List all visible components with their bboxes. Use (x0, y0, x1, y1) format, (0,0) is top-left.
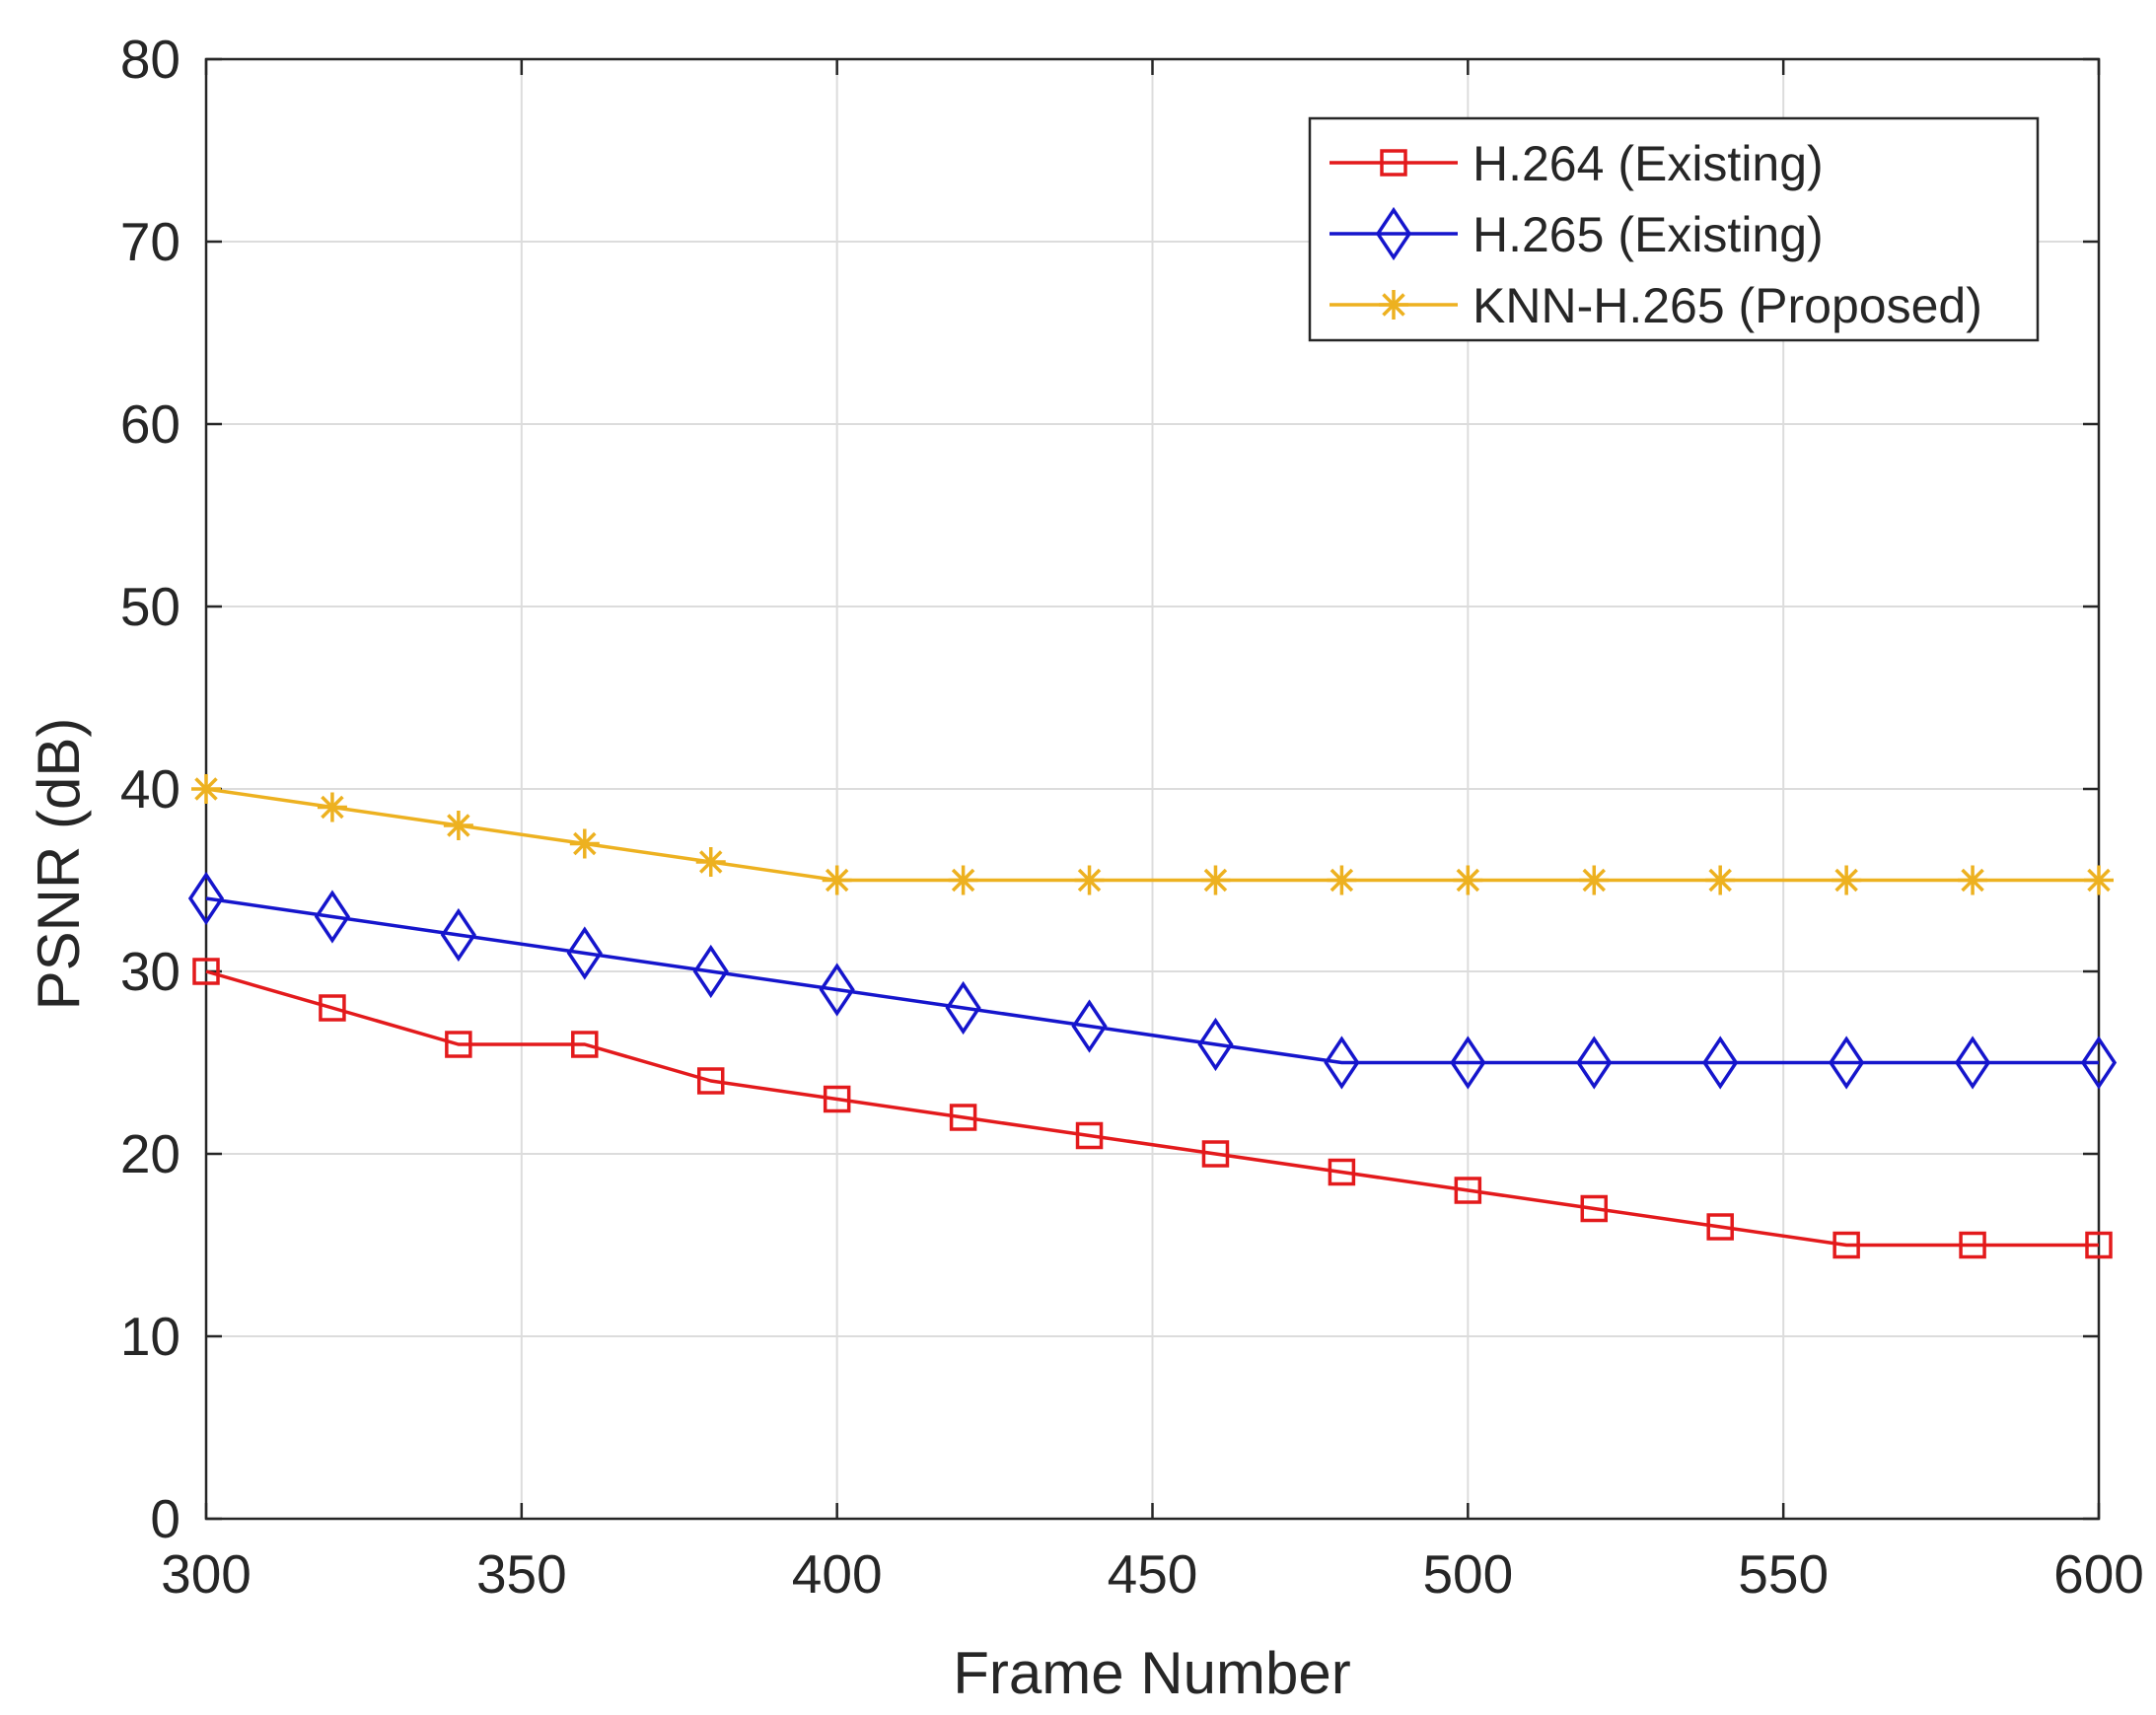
series-line (205, 787, 2099, 883)
y-tick-label: 40 (120, 758, 180, 820)
data-point-marker (819, 963, 855, 1017)
data-point-marker (1201, 1140, 1230, 1168)
data-point-marker (1829, 1036, 1865, 1090)
series-h-265-existing (187, 871, 2118, 1090)
legend-marker (1375, 206, 1412, 261)
data-point-marker (2085, 1231, 2113, 1259)
data-point-marker (1580, 1194, 1609, 1223)
data-point-marker (566, 926, 603, 980)
data-point-marker (1833, 1231, 1860, 1259)
data-point-marker (187, 871, 225, 926)
data-point-marker (692, 944, 729, 999)
data-point-marker (2080, 1036, 2118, 1090)
data-point-marker (1324, 1036, 1360, 1090)
data-point-marker (1328, 1158, 1356, 1186)
data-point-marker (695, 847, 726, 877)
legend-item: H.264 (Existing) (1330, 136, 1824, 191)
data-point-marker (314, 890, 351, 944)
data-point-marker (949, 1104, 977, 1131)
data-point-marker (696, 1067, 725, 1095)
data-point-marker (1453, 865, 1483, 895)
data-point-marker (1954, 1036, 1991, 1090)
x-tick-label: 400 (792, 1543, 883, 1605)
legend-item: KNN-H.265 (Proposed) (1330, 278, 1982, 333)
data-point-marker (945, 980, 981, 1036)
x-tick-label: 350 (476, 1543, 567, 1605)
y-tick-label: 80 (120, 29, 180, 90)
data-point-marker (1702, 1036, 1739, 1090)
x-tick-label: 550 (1738, 1543, 1829, 1605)
y-tick-label: 50 (120, 576, 180, 637)
x-tick-label: 600 (2053, 1543, 2144, 1605)
data-point-marker (1450, 1036, 1486, 1090)
data-point-marker (1832, 865, 1862, 895)
data-point-marker (1579, 865, 1610, 895)
y-tick-label: 60 (120, 393, 180, 455)
data-point-marker (1200, 865, 1231, 895)
data-point-marker (192, 958, 220, 985)
data-point-marker (317, 792, 347, 822)
x-tick-label: 500 (1422, 1543, 1513, 1605)
y-tick-label: 70 (120, 211, 180, 272)
data-point-marker (1197, 1017, 1234, 1072)
legend-label: H.265 (Existing) (1473, 207, 1824, 262)
data-point-marker (440, 907, 476, 963)
data-point-marker (191, 774, 221, 804)
legend-label: KNN-H.265 (Proposed) (1473, 278, 1982, 333)
data-point-marker (1576, 1036, 1613, 1090)
data-point-marker (823, 1085, 851, 1113)
series-line (205, 969, 2099, 1248)
legend: H.264 (Existing) H.265 (Existing) KNN-H.26… (1308, 116, 2040, 342)
y-tick-label: 20 (120, 1123, 180, 1184)
x-tick-label: 300 (161, 1543, 252, 1605)
series-group (187, 774, 2118, 1259)
y-axis-title: PSNR (dB) (26, 718, 92, 1011)
data-point-marker (1327, 865, 1357, 895)
data-point-marker (569, 828, 600, 859)
data-point-marker (1074, 865, 1105, 895)
series-h-264-existing (192, 958, 2113, 1259)
data-point-marker (948, 865, 978, 895)
axes: 300 350 400 450 500 550 600 0 10 20 30 40 50 60 70 80 (120, 29, 2144, 1605)
data-point-marker (1454, 1177, 1482, 1204)
legend-marker (1380, 149, 1407, 177)
data-point-marker (1706, 1213, 1734, 1241)
legend-marker (1379, 290, 1408, 320)
data-point-marker (1705, 865, 1736, 895)
data-point-marker (2084, 865, 2114, 895)
data-point-marker (319, 994, 346, 1022)
data-point-marker (571, 1031, 599, 1058)
data-point-marker (1071, 999, 1108, 1053)
x-tick-label: 450 (1108, 1543, 1198, 1605)
series-line (205, 896, 2099, 1065)
grid (206, 59, 2099, 1519)
y-tick-label: 30 (120, 941, 180, 1002)
data-point-marker (445, 1031, 472, 1058)
series-knn-h-265-proposed (191, 774, 2114, 895)
data-point-marker (443, 811, 473, 840)
data-point-marker (822, 865, 852, 895)
legend-label: H.264 (Existing) (1473, 136, 1824, 191)
data-point-marker (1959, 1231, 1986, 1259)
legend-item: H.265 (Existing) (1330, 206, 1824, 262)
x-axis-title: Frame Number (953, 1640, 1350, 1706)
y-tick-label: 10 (120, 1306, 180, 1367)
y-tick-label: 0 (150, 1488, 180, 1549)
data-point-marker (1075, 1121, 1104, 1150)
data-point-marker (1958, 865, 1988, 895)
